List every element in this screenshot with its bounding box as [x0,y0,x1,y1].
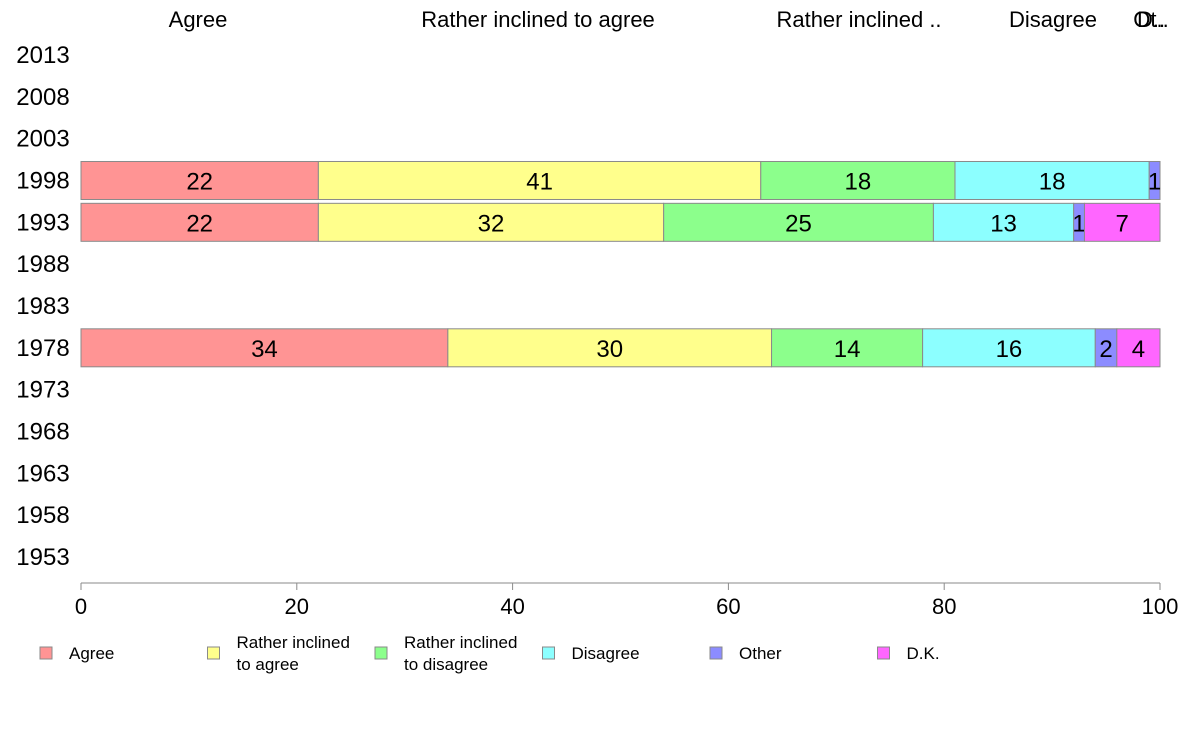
x-tick-label-0: 0 [75,594,87,619]
value-label-1993-other: 1 [1072,210,1085,237]
top-label-agree: Agree [169,7,228,32]
top-label-rather-inclined-to-agree: Rather inclined to agree [421,7,655,32]
legend-label-rather-inclined-to-agree-line-2: to agree [237,655,299,674]
value-label-1978-other: 2 [1099,336,1112,363]
legend-swatch-agree [39,646,53,660]
value-label-1978-rather-inclined-to-disagree: 14 [834,336,861,363]
bar-1993-d-k [1083,202,1161,242]
x-tick-label-100: 100 [1142,594,1179,619]
bar-1978-rather-inclined-to-disagree [771,328,924,368]
value-label-1998-disagree: 18 [1039,168,1066,195]
value-label-1993-disagree: 13 [990,210,1017,237]
x-axis: 0 20 40 60 80 100 [75,582,1179,619]
x-tick-label-20: 20 [285,594,309,619]
bar-area: 22 41 18 18 122 32 25 13 1 734 30 14 16 2 4 [80,160,1161,368]
bar-1978-disagree [922,328,1096,368]
year-label-1978: 1978 [16,335,69,362]
top-label-disagree: Disagree [1009,7,1097,32]
legend: Agree Rather inclined to agree Rather incli… [39,633,940,674]
value-label-1978-d-k: 4 [1132,336,1145,363]
value-label-1993-rather-inclined-to-agree: 32 [478,210,505,237]
legend-swatch-rather-inclined-to-agree [207,646,220,660]
value-label-1998-other: 1 [1148,168,1161,195]
bar-1998-rather-inclined-to-disagree [760,160,956,200]
legend-label-agree: Agree [69,644,114,663]
year-label-1958: 1958 [16,502,69,529]
year-label-1968: 1968 [16,418,69,445]
value-label-1993-agree: 22 [186,210,213,237]
year-label-2013: 2013 [16,42,69,69]
bar-1993-agree [80,202,319,242]
value-label-1998-rather-inclined-to-agree: 41 [526,168,553,195]
legend-label-rather-inclined-to-disagree-line-1: Rather inclined [404,633,517,652]
value-label-1998-rather-inclined-to-disagree: 18 [845,168,872,195]
bar-1998-other [1148,160,1161,200]
legend-label-other: Other [739,644,782,663]
bar-1993-rather-inclined-to-disagree [663,202,934,242]
legend-swatch-other [709,646,723,660]
bar-1978-rather-inclined-to-agree [447,328,773,368]
year-label-2008: 2008 [16,84,69,111]
year-label-1973: 1973 [16,377,69,404]
year-label-1998: 1998 [16,167,69,194]
value-label-1993-d-k: 7 [1116,210,1129,237]
top-label-row: Agree Rather inclined to agree Rather incl… [169,7,1169,32]
value-label-1998-agree: 22 [186,168,213,195]
legend-label-d-k: D.K. [907,644,940,663]
year-label-1963: 1963 [16,460,69,487]
year-label-1993: 1993 [16,209,69,236]
bar-1978-agree [80,328,449,368]
x-tick-label-40: 40 [500,594,524,619]
year-label-1988: 1988 [16,251,69,278]
top-label-d: D.. [1137,7,1165,32]
legend-swatch-rather-inclined-to-disagree [374,646,388,660]
x-tick-label-60: 60 [716,594,740,619]
bar-1998-rather-inclined-to-agree [317,160,762,200]
year-label-2003: 2003 [16,126,69,153]
bar-1998-agree [80,160,319,200]
bar-1993-disagree [932,202,1075,242]
value-label-1978-rather-inclined-to-agree: 30 [596,336,623,363]
top-label-rather-inclined: Rather inclined .. [776,7,941,32]
value-label-1993-rather-inclined-to-disagree: 25 [785,210,812,237]
legend-label-rather-inclined-to-disagree-line-2: to disagree [404,655,488,674]
x-tick-label-80: 80 [932,594,956,619]
legend-label-rather-inclined-to-agree-line-1: Rather inclined [237,633,350,652]
year-axis-labels: 2013 2008 2003 1998 1993 1988 1983 1978 1973 1968… [16,42,69,571]
value-label-1978-agree: 34 [251,336,278,363]
top-label-ot: Ot.. [1133,7,1168,32]
year-label-1983: 1983 [16,293,69,320]
legend-swatch-disagree [542,646,555,660]
bar-1978-d-k [1116,328,1161,368]
legend-label-disagree: Disagree [572,644,640,663]
bar-1998-disagree [954,160,1150,200]
legend-swatch-d-k [877,646,890,660]
bar-1993-rather-inclined-to-agree [317,202,665,242]
value-label-1978-disagree: 16 [996,336,1023,363]
year-label-1953: 1953 [16,544,69,571]
